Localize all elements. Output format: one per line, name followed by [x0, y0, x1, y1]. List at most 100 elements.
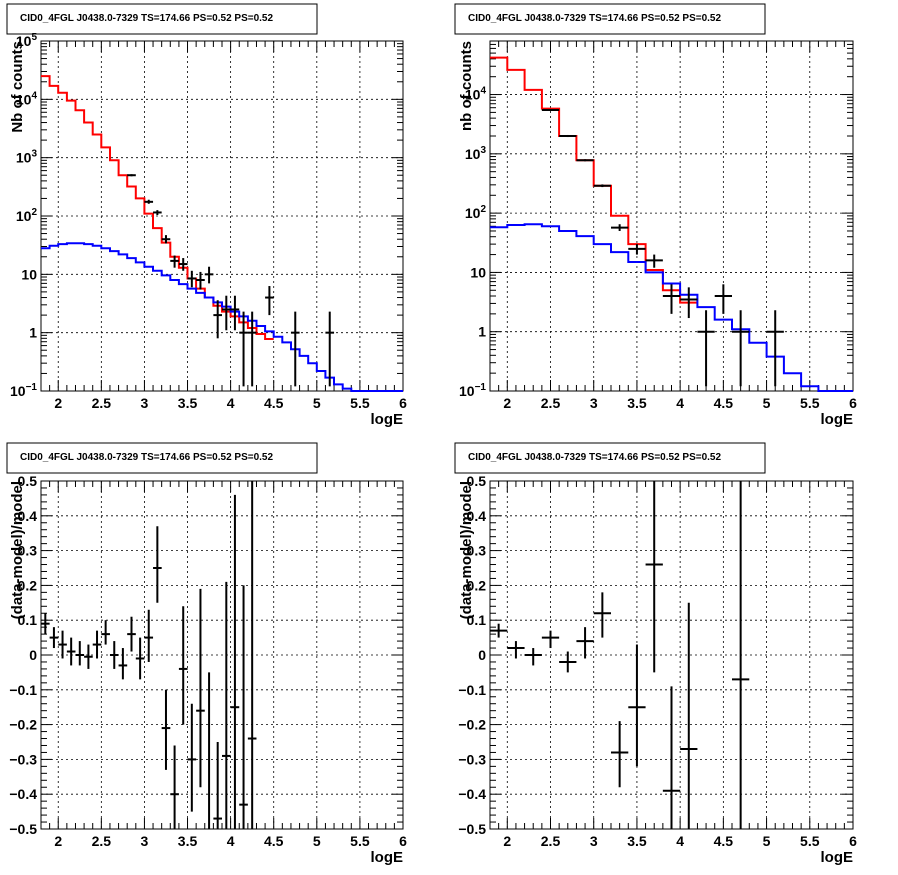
y-tick-label: −0.3: [9, 751, 37, 767]
y-tick-label: 0.3: [18, 543, 38, 559]
data-point: [101, 620, 110, 645]
data-point: [41, 613, 50, 635]
y-tick-label: −0.3: [458, 751, 486, 767]
x-tick-label: 4.5: [714, 833, 734, 849]
data-point: [714, 284, 732, 314]
data-point: [230, 494, 240, 829]
data-point: [118, 648, 128, 680]
data-point: [732, 481, 750, 829]
x-tick-label: 6: [849, 833, 857, 849]
data-points: [541, 108, 784, 387]
title-box: [6, 442, 318, 474]
x-tick-label: 5: [763, 833, 771, 849]
y-tick-label: 102: [465, 204, 487, 221]
x-tick-label: 3: [590, 395, 598, 411]
ticks: [40, 41, 404, 392]
x-tick-label: 3.5: [178, 395, 198, 411]
data-point: [161, 235, 171, 244]
data-point: [239, 311, 248, 387]
data-point: [58, 630, 67, 659]
data-point: [161, 689, 171, 770]
x-tick-label: 3.5: [627, 833, 647, 849]
data-point: [196, 588, 205, 788]
x-tick-label: 3: [141, 395, 149, 411]
y-tick-label: 1: [29, 325, 37, 341]
data-point: [247, 311, 257, 387]
y-tick-label: 0.1: [467, 612, 487, 628]
data-point: [144, 199, 154, 204]
data-point: [611, 721, 629, 788]
ticks: [489, 40, 854, 392]
y-tick-label: 10−1: [10, 382, 37, 399]
data-point: [204, 266, 214, 284]
y-axis-title: nb of counts: [458, 41, 475, 131]
data-point: [49, 627, 59, 649]
data-points: [490, 481, 750, 829]
y-axis-title: (data-model)/model: [9, 481, 26, 619]
y-tick-label: 102: [16, 207, 38, 224]
y-tick-label: 0.2: [18, 577, 38, 593]
data-point: [265, 286, 274, 316]
data-point: [593, 592, 611, 638]
plot-frame: [489, 40, 854, 392]
data-point: [187, 703, 197, 812]
title-box: [454, 3, 766, 35]
data-point: [109, 641, 119, 669]
y-tick-label: 0.3: [467, 543, 487, 559]
data-point: [230, 295, 240, 331]
data-point: [222, 581, 231, 829]
y-tick-label: 0.4: [18, 508, 38, 524]
x-tick-label: 3.5: [627, 395, 647, 411]
y-tick-label: 10: [21, 266, 37, 282]
data-point: [680, 287, 698, 319]
data-point: [766, 310, 784, 387]
data-point: [697, 310, 715, 387]
data-point: [732, 310, 750, 387]
data-point: [213, 300, 222, 339]
data-point: [290, 311, 300, 387]
x-tick-label: 3.5: [178, 833, 198, 849]
data-point: [628, 244, 646, 255]
x-tick-label: 2: [54, 833, 62, 849]
y-tick-label: 0.2: [467, 577, 487, 593]
data-points: [127, 174, 335, 387]
data-point: [559, 651, 577, 673]
y-tick-label: −0.4: [9, 786, 37, 802]
x-tick-label: 6: [849, 395, 857, 411]
y-tick-label: −0.1: [9, 682, 37, 698]
chart-title: CID0_4FGL J0438.0-7329 TS=174.66 PS=0.52…: [20, 13, 273, 24]
data-point: [541, 108, 560, 111]
y-tick-label: −0.2: [458, 717, 486, 733]
data-point: [680, 602, 698, 829]
model-total-histogram: [41, 75, 274, 340]
x-tick-label: 3: [590, 833, 598, 849]
data-point: [213, 742, 222, 829]
chart-panel-1: CID0_4FGL J0438.0-7329 TS=174.66 PS=0.52…: [6, 3, 407, 428]
data-point: [541, 630, 560, 649]
data-point: [576, 159, 594, 162]
x-axis-title: logE: [821, 411, 854, 428]
data-point: [127, 174, 136, 177]
y-tick-label: 10−1: [459, 382, 486, 399]
chart-title: CID0_4FGL J0438.0-7329 TS=174.66 PS=0.52…: [468, 13, 721, 24]
data-point: [178, 258, 188, 271]
data-point: [645, 481, 663, 673]
data-point: [170, 255, 179, 268]
data-point: [247, 481, 257, 829]
data-point: [239, 585, 248, 829]
grid: [41, 41, 403, 391]
data-point: [84, 644, 93, 669]
data-point: [196, 271, 205, 290]
data-point: [645, 254, 663, 268]
chart-panel-2: CID0_4FGL J0438.0-7329 TS=174.66 PS=0.52…: [454, 3, 857, 428]
data-point: [153, 526, 162, 603]
y-tick-label: −0.2: [9, 717, 37, 733]
grid: [41, 481, 403, 829]
x-tick-label: 4: [227, 833, 235, 849]
model-background-histogram: [41, 242, 403, 392]
data-point: [135, 637, 145, 680]
y-tick-label: 0: [29, 647, 37, 663]
y-tick-label: 0.5: [18, 473, 38, 489]
data-point: [662, 686, 681, 829]
